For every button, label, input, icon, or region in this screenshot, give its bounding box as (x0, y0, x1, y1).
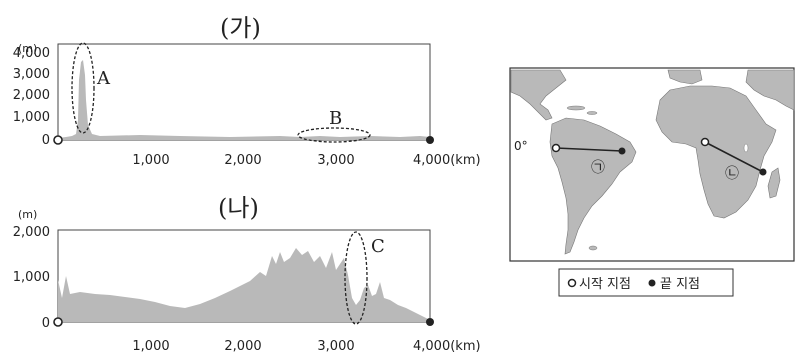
route-a-line (555, 147, 623, 152)
region-b-label: B (329, 108, 342, 129)
route-b-line (704, 141, 764, 173)
iberia-landmass (667, 69, 703, 85)
profile-na-terrain (58, 248, 430, 322)
legend-end-label: 끝 지점 (660, 277, 700, 292)
na-xtick-4000: 4,000(km) (413, 339, 481, 354)
region-c-ellipse (344, 231, 368, 325)
profile-ga-title: (가) (220, 14, 261, 42)
equator-label: 0° (514, 139, 528, 153)
na-end-point (426, 318, 434, 326)
ga-xtick-2000: 2,000 (224, 153, 261, 168)
world-map: 0° ㉠ ㉡ (509, 67, 795, 262)
profile-na: (나) (m) 2,000 1,000 0 C 1,000 2,000 3,00… (13, 194, 481, 354)
na-start-point (53, 317, 63, 327)
profile-ga-frame (57, 43, 431, 141)
profile-na-unit: (m) (18, 208, 37, 221)
ga-xtick-4000: 4,000(km) (413, 153, 481, 168)
region-c-label: C (371, 236, 385, 257)
caribbean-island (566, 105, 586, 111)
route-b-start (700, 137, 710, 147)
south-america-landmass (549, 117, 637, 255)
ga-start-point (53, 135, 63, 145)
legend-box (558, 268, 734, 297)
great-lake (743, 143, 749, 153)
na-xtick-2000: 2,000 (224, 339, 261, 354)
na-ytick-0: 0 (42, 316, 50, 331)
region-a-label: A (96, 68, 111, 89)
legend-start-marker (567, 278, 577, 288)
madagascar-landmass (767, 167, 781, 199)
na-ytick-2000: 2,000 (13, 225, 50, 240)
central-america-landmass (510, 69, 567, 121)
na-xtick-1000: 1,000 (132, 339, 169, 354)
route-b-label: ㉡ (725, 166, 739, 182)
middle-east-landmass (745, 69, 795, 111)
ga-ytick-2000: 2,000 (13, 88, 50, 103)
ga-xtick-1000: 1,000 (132, 153, 169, 168)
ga-xtick-3000: 3,000 (317, 153, 354, 168)
na-xtick-3000: 3,000 (317, 339, 354, 354)
route-a-label: ㉠ (591, 160, 605, 176)
legend-end-marker (648, 279, 656, 287)
ga-end-point (426, 136, 434, 144)
ga-ytick-3000: 3,000 (13, 67, 50, 82)
na-ytick-1000: 1,000 (13, 270, 50, 285)
route-b-end (759, 168, 767, 176)
profile-ga-unit: (m) (18, 42, 37, 55)
falkland-islands (588, 245, 598, 251)
ga-ytick-1000: 1,000 (13, 110, 50, 125)
legend-start-label: 시작 지점 (579, 277, 631, 292)
profile-ga: (가) (m) 4,000 3,000 2,000 1,000 0 A B 1,… (13, 14, 481, 168)
ga-ytick-4000: 4,000 (13, 46, 50, 61)
profile-na-title: (나) (218, 194, 259, 222)
region-a-ellipse (71, 42, 95, 134)
route-a-start (551, 143, 561, 153)
map-legend: 시작 지점 끝 지점 (558, 268, 734, 297)
africa-landmass (655, 85, 777, 219)
caribbean-island (586, 111, 598, 115)
route-a-end (618, 147, 626, 155)
region-b-ellipse (297, 127, 371, 143)
ga-ytick-0: 0 (42, 133, 50, 148)
